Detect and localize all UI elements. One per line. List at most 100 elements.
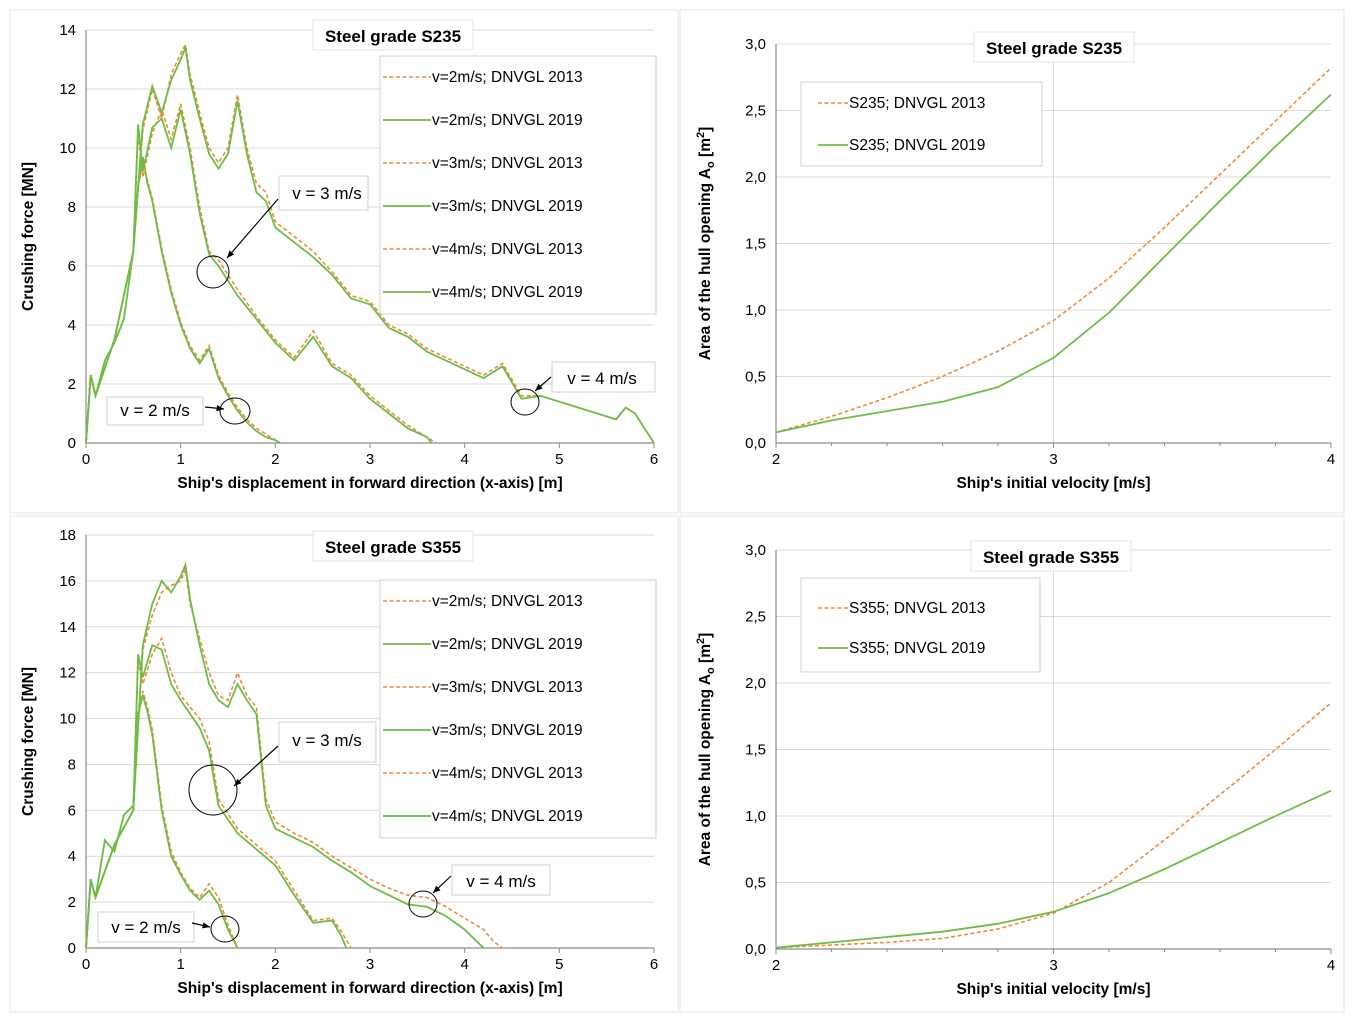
annotation-label: v = 3 m/s bbox=[292, 731, 361, 750]
x-tick-label: 4 bbox=[1327, 957, 1335, 974]
chart-title-box bbox=[970, 540, 1132, 572]
y-tick-label: 0 bbox=[68, 435, 76, 452]
y-tick-label: 2,0 bbox=[745, 675, 766, 692]
annotation-box bbox=[551, 361, 656, 393]
y-tick-label: 1,0 bbox=[745, 302, 766, 319]
x-tick-label: 6 bbox=[650, 451, 658, 468]
x-tick-label: 5 bbox=[555, 956, 563, 973]
x-tick-label: 1 bbox=[176, 451, 184, 468]
y-axis-label-main: Crushing force [MN] bbox=[20, 162, 37, 311]
y-tick-label: 2 bbox=[68, 894, 76, 911]
x-tick-label: 4 bbox=[460, 956, 468, 973]
y-tick-label: 6 bbox=[68, 258, 76, 275]
y-axis-label-unit: [m bbox=[697, 644, 714, 667]
y-axis-label-close: ] bbox=[697, 127, 714, 132]
legend-label: v=2m/s; DNVGL 2019 bbox=[432, 112, 583, 129]
series-line-3 bbox=[85, 636, 352, 949]
annotation-circle bbox=[408, 890, 438, 918]
y-tick-label: 2,5 bbox=[745, 609, 766, 626]
legend-label: v=3m/s; DNVGL 2013 bbox=[432, 155, 583, 172]
series-line-2 bbox=[85, 156, 281, 444]
annotation-box bbox=[451, 864, 551, 896]
annotation-arrow bbox=[233, 745, 279, 787]
legend-box bbox=[800, 81, 1043, 167]
annotation-circle bbox=[210, 915, 240, 943]
legend-label: v=2m/s; DNVGL 2019 bbox=[432, 636, 583, 653]
legend-label: v=3m/s; DNVGL 2019 bbox=[432, 198, 583, 215]
x-axis-label: Ship's displacement in forward direction… bbox=[177, 475, 562, 492]
x-tick-label: 3 bbox=[366, 451, 374, 468]
y-tick-label: 1,5 bbox=[745, 236, 766, 253]
y-tick-label: 10 bbox=[59, 140, 76, 157]
chart-title: Steel grade S355 bbox=[325, 538, 461, 557]
y-axis-label-unit: [m bbox=[697, 138, 714, 161]
annotation-label: v = 4 m/s bbox=[466, 872, 535, 891]
legend-box bbox=[379, 579, 657, 839]
y-tick-label: 12 bbox=[59, 81, 76, 98]
panel-frame bbox=[679, 515, 1345, 1013]
legend-label: v=2m/s; DNVGL 2013 bbox=[432, 69, 583, 86]
legend-label: S355; DNVGL 2013 bbox=[849, 600, 985, 617]
legend-label: v=4m/s; DNVGL 2019 bbox=[432, 284, 583, 301]
legend-label: v=3m/s; DNVGL 2019 bbox=[432, 722, 583, 739]
annotation-label: v = 2 m/s bbox=[120, 401, 189, 420]
annotation-circle bbox=[188, 764, 238, 816]
y-tick-label: 16 bbox=[59, 573, 76, 590]
legend-label: v=2m/s; DNVGL 2013 bbox=[432, 593, 583, 610]
chart-title-box bbox=[312, 19, 474, 51]
annotation-label: v = 4 m/s bbox=[567, 369, 636, 388]
x-tick-label: 0 bbox=[82, 451, 90, 468]
x-axis-label: Ship's initial velocity [m/s] bbox=[956, 475, 1150, 492]
annotation-arrowhead bbox=[433, 885, 441, 893]
y-axis-label-close: ] bbox=[697, 633, 714, 638]
series-line-1 bbox=[775, 702, 1332, 949]
x-tick-label: 3 bbox=[1049, 451, 1057, 468]
annotation-label: v = 3 m/s bbox=[292, 184, 361, 203]
y-axis-label-superscript: 2 bbox=[695, 638, 707, 644]
chart-title: Steel grade S355 bbox=[983, 548, 1119, 567]
y-tick-label: 2,5 bbox=[745, 103, 766, 120]
legend-label: S235; DNVGL 2013 bbox=[849, 95, 985, 112]
series-line-4 bbox=[85, 109, 433, 444]
y-axis-label: Area of the hull opening Ao [m2] bbox=[695, 633, 717, 867]
y-axis-label: Crushing force [MN] bbox=[20, 667, 37, 816]
legend-box bbox=[379, 55, 657, 315]
annotation-arrow bbox=[226, 198, 279, 259]
chart-title: Steel grade S235 bbox=[986, 39, 1122, 58]
y-tick-label: 0,0 bbox=[745, 941, 766, 958]
chart-4: 0,0 0,5 1,0 1,5 2,0 2,5 3,0 2 3 4 Ship's initial v… bbox=[695, 540, 1335, 998]
y-axis-label-main: Area of the hull opening A bbox=[697, 674, 714, 866]
series-line-1 bbox=[775, 67, 1332, 434]
y-tick-label: 2 bbox=[68, 376, 76, 393]
y-tick-label: 1,0 bbox=[745, 808, 766, 825]
annotation-arrowhead bbox=[535, 383, 543, 391]
x-tick-label: 2 bbox=[271, 451, 279, 468]
chart-title: Steel grade S235 bbox=[325, 27, 461, 46]
y-axis-label-main: Crushing force [MN] bbox=[20, 667, 37, 816]
y-tick-label: 3,0 bbox=[745, 36, 766, 53]
series-line-2 bbox=[85, 692, 239, 949]
y-axis-label-subscript: o bbox=[705, 667, 717, 674]
y-tick-label: 0,5 bbox=[745, 875, 766, 892]
y-axis-label-subscript: o bbox=[705, 161, 717, 168]
x-tick-label: 4 bbox=[460, 451, 468, 468]
y-tick-label: 0,0 bbox=[745, 435, 766, 452]
y-axis-label-main: Area of the hull opening A bbox=[697, 168, 714, 360]
series-line-2 bbox=[775, 93, 1332, 434]
panel-frame bbox=[9, 9, 679, 514]
y-tick-label: 10 bbox=[59, 711, 76, 728]
annotation-box bbox=[278, 721, 377, 763]
legend-label: S355; DNVGL 2019 bbox=[849, 640, 985, 657]
annotation-box bbox=[97, 911, 195, 943]
series-line-6 bbox=[85, 44, 655, 444]
annotation-circle bbox=[196, 255, 230, 289]
y-tick-label: 0,5 bbox=[745, 369, 766, 386]
legend-label: S235; DNVGL 2019 bbox=[849, 137, 985, 154]
x-axis-label: Ship's displacement in forward direction… bbox=[177, 980, 562, 997]
x-tick-label: 4 bbox=[1327, 451, 1335, 468]
y-tick-label: 14 bbox=[59, 22, 76, 39]
